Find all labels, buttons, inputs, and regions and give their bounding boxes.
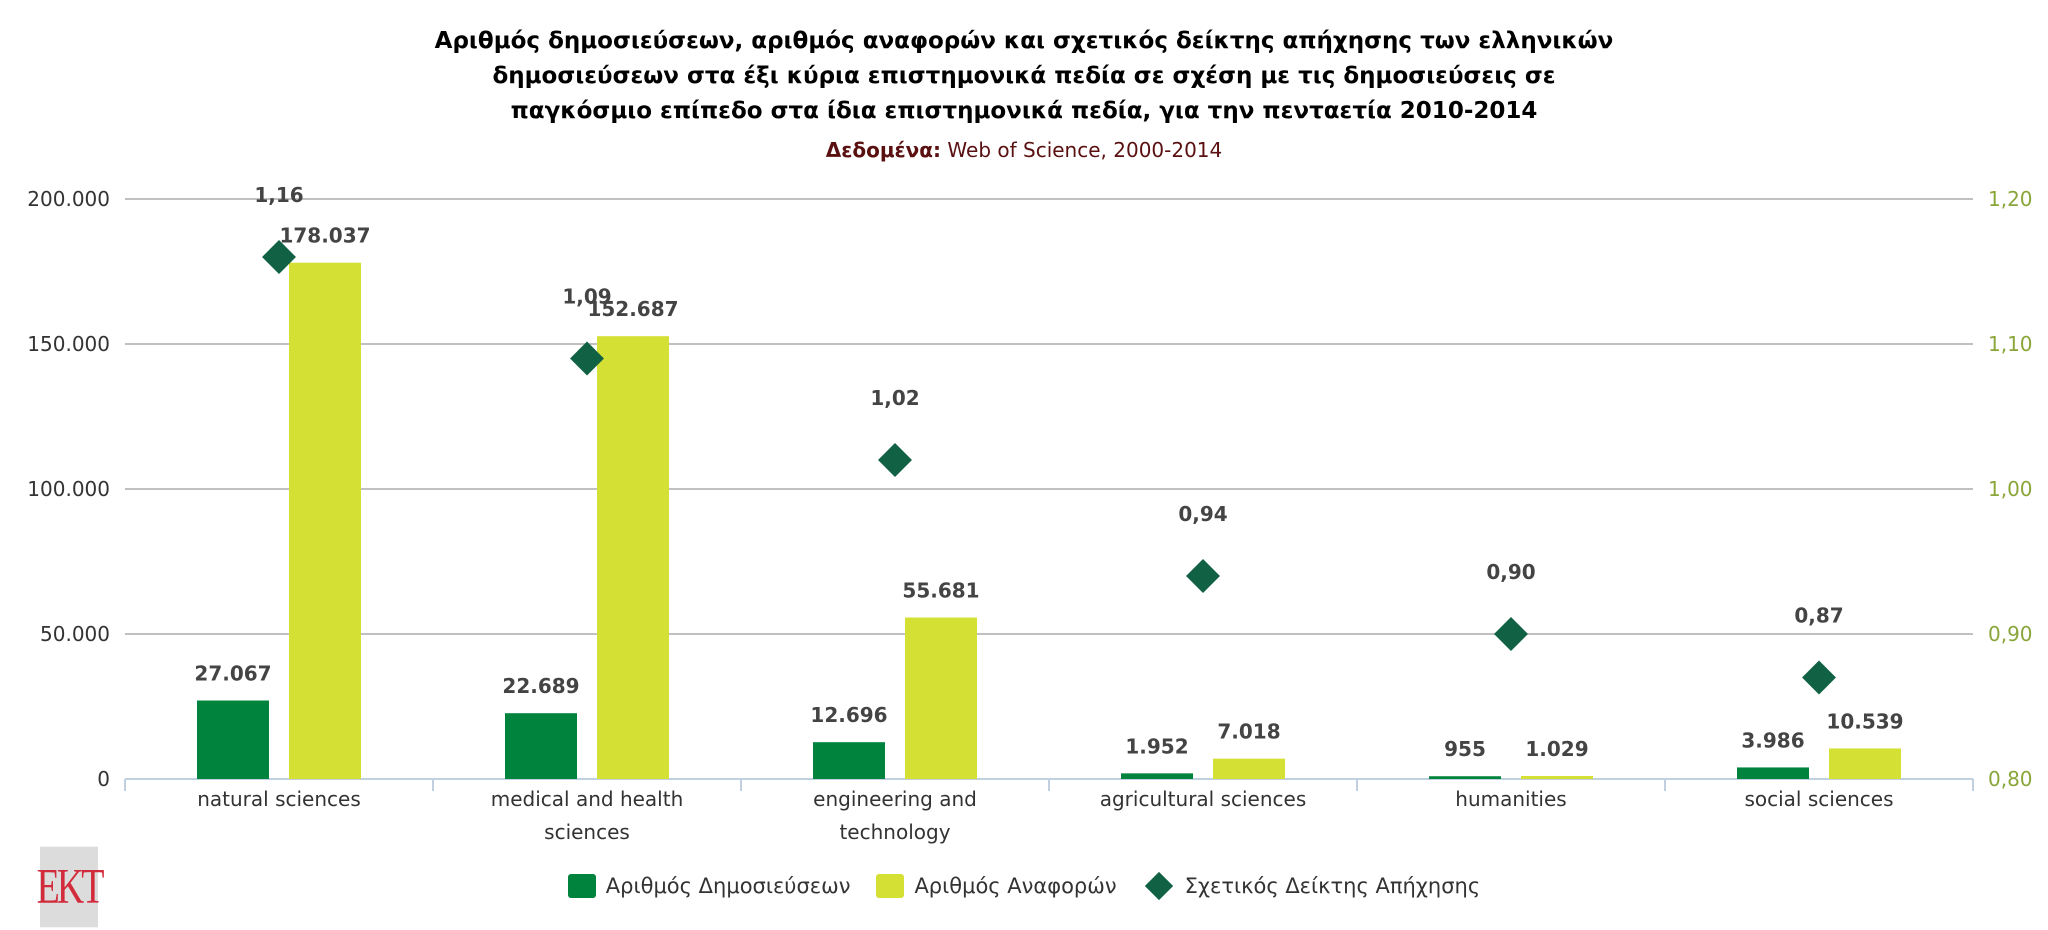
data-label: 152.687 xyxy=(587,297,678,321)
title-line: Αριθμός δημοσιεύσεων, αριθμός αναφορών κ… xyxy=(434,28,1614,54)
title-line: παγκόσμιο επίπεδο στα ίδια επιστημονικά … xyxy=(510,98,1538,124)
x-tick-label: humanities xyxy=(1455,787,1566,811)
bar xyxy=(1521,776,1593,779)
data-label: 1.952 xyxy=(1125,734,1188,758)
diamond-marker xyxy=(878,443,912,477)
bar xyxy=(289,262,361,779)
x-tick-label: agricultural sciences xyxy=(1100,787,1307,811)
data-label: 10.539 xyxy=(1826,709,1903,733)
x-tick-label: medical and health xyxy=(491,787,684,811)
data-label: 1.029 xyxy=(1525,737,1588,761)
diamond-marker xyxy=(1186,559,1220,593)
data-label: 955 xyxy=(1444,737,1486,761)
legend-label: Σχετικός Δείκτης Απήχησης xyxy=(1184,874,1481,898)
y-right-tick-label: 1,00 xyxy=(1988,477,2033,501)
y-left-tick-label: 50.000 xyxy=(40,622,110,646)
y-left-tick-label: 150.000 xyxy=(27,332,110,356)
title-line: δημοσιεύσεων στα έξι κύρια επιστημονικά … xyxy=(492,63,1556,89)
chart-plot: 0 50.000 100.000 150.000 200.000 0,80 0,90 1,00… xyxy=(27,183,2033,844)
data-label: 27.067 xyxy=(194,662,271,686)
legend-item-citations[interactable]: Αριθμός Αναφορών xyxy=(876,874,1117,898)
diamond-marker xyxy=(1802,660,1836,695)
bar xyxy=(1829,748,1901,779)
data-label: 178.037 xyxy=(279,224,370,248)
legend-swatch xyxy=(567,874,596,898)
bar xyxy=(505,713,577,779)
y-right-tick-label: 0,90 xyxy=(1988,622,2033,646)
data-label: 0,90 xyxy=(1486,560,1535,584)
legend-label: Αριθμός Αναφορών xyxy=(914,874,1117,898)
y-left-tick-label: 100.000 xyxy=(27,477,110,501)
diamond-marker xyxy=(1494,617,1528,651)
bar xyxy=(1737,767,1809,779)
ekt-logo: EKT xyxy=(37,846,104,928)
data-label: 7.018 xyxy=(1217,720,1280,744)
x-tick-label: sciences xyxy=(544,820,630,844)
subtitle-text: Web of Science, 2000-2014 xyxy=(941,138,1223,162)
data-label: 1,09 xyxy=(562,285,611,309)
data-label: 55.681 xyxy=(902,579,979,603)
logo-text: EKT xyxy=(36,859,105,915)
diamond-icon xyxy=(1144,871,1173,901)
bar xyxy=(597,336,669,779)
bar xyxy=(1121,773,1193,779)
y-right-tick-label: 1,20 xyxy=(1988,187,2033,211)
y-right-tick-label: 1,10 xyxy=(1988,332,2033,356)
diamond-marker xyxy=(262,240,296,274)
bar xyxy=(813,742,885,779)
legend: Αριθμός Δημοσιεύσεων Αριθμός Αναφορών Σχ… xyxy=(0,871,2048,901)
y-right-tick-label: 0,80 xyxy=(1988,767,2033,791)
legend-item-publications[interactable]: Αριθμός Δημοσιεύσεων xyxy=(567,874,851,898)
y-left-tick-label: 0 xyxy=(97,767,110,791)
subtitle-label: Δεδομένα: xyxy=(825,138,942,162)
x-tick-label: natural sciences xyxy=(197,787,361,811)
x-tick-label: social sciences xyxy=(1744,787,1893,811)
legend-swatch xyxy=(876,874,905,898)
bar xyxy=(1213,758,1285,779)
bar xyxy=(197,700,269,779)
diamond-marker xyxy=(570,341,604,376)
data-label: 0,87 xyxy=(1794,604,1843,628)
legend-item-impact[interactable]: Σχετικός Δείκτης Απήχησης xyxy=(1143,871,1481,901)
x-tick-label: technology xyxy=(839,820,950,844)
chart-title: Αριθμός δημοσιεύσεων, αριθμός αναφορών κ… xyxy=(0,24,2048,129)
data-label: 22.689 xyxy=(502,674,579,698)
data-label: 1,16 xyxy=(254,183,303,207)
data-label: 12.696 xyxy=(810,703,887,727)
bar xyxy=(905,617,977,779)
y-left-tick-label: 200.000 xyxy=(27,187,110,211)
legend-label: Αριθμός Δημοσιεύσεων xyxy=(605,874,851,898)
data-label: 1,02 xyxy=(870,386,919,410)
data-label: 0,94 xyxy=(1178,502,1227,526)
bar xyxy=(1429,776,1501,779)
data-label: 3.986 xyxy=(1741,728,1804,752)
x-tick-label: engineering and xyxy=(813,787,977,811)
chart-subtitle: Δεδομένα: Web of Science, 2000-2014 xyxy=(0,138,2048,162)
